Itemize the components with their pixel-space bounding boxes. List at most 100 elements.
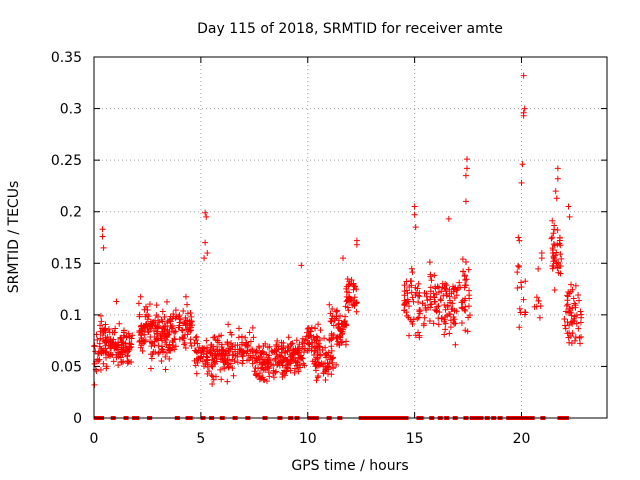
data-point [266, 352, 273, 359]
x-tick-label: 15 [406, 431, 424, 447]
data-point [415, 329, 422, 336]
data-point [416, 293, 423, 300]
data-point [155, 350, 162, 357]
data-point [561, 315, 568, 322]
data-point [100, 244, 107, 251]
data-point [408, 265, 415, 272]
y-tick-label: 0 [73, 411, 82, 427]
data-point [453, 292, 460, 299]
data-point [182, 314, 189, 321]
data-point [171, 329, 178, 336]
y-tick-label: 0.3 [60, 102, 82, 118]
data-point [550, 241, 557, 248]
data-point [568, 281, 575, 288]
data-point [176, 312, 183, 319]
data-point [179, 327, 186, 334]
data-point [274, 337, 281, 344]
data-point [247, 348, 254, 355]
data-point [315, 321, 322, 328]
data-point [200, 351, 207, 358]
data-point [456, 279, 463, 286]
data-point [350, 286, 357, 293]
data-point [145, 313, 152, 320]
data-point [430, 290, 437, 297]
data-point [407, 278, 414, 285]
data-point [328, 347, 335, 354]
data-point [567, 309, 574, 316]
data-point [183, 326, 190, 333]
data-point [416, 307, 423, 314]
data-point [167, 316, 174, 323]
data-point [414, 315, 421, 322]
data-point [514, 269, 521, 276]
y-tick-labels: 0 0.05 0.1 0.15 0.2 0.25 0.3 0.35 [51, 50, 82, 427]
y-tick-label: 0.25 [51, 153, 82, 169]
data-point [538, 255, 545, 262]
data-point [465, 303, 472, 310]
data-point [554, 175, 561, 182]
data-point [193, 333, 200, 340]
data-point [226, 363, 233, 370]
data-point [447, 311, 454, 318]
data-point [220, 358, 227, 365]
data-point [548, 235, 555, 242]
data-point [118, 339, 125, 346]
data-point [442, 326, 449, 333]
data-point [148, 343, 155, 350]
data-point [211, 355, 218, 362]
data-point [557, 270, 564, 277]
data-point [442, 306, 449, 313]
data-point [314, 354, 321, 361]
data-point [243, 339, 250, 346]
data-point [317, 327, 324, 334]
x-tick-label: 20 [513, 431, 531, 447]
data-point [169, 325, 176, 332]
data-point [302, 336, 309, 343]
data-point [103, 365, 110, 372]
data-point [128, 335, 135, 342]
data-point [426, 318, 433, 325]
data-point [118, 344, 125, 351]
data-point [549, 265, 556, 272]
data-point [339, 326, 346, 333]
data-point [340, 255, 347, 262]
data-point [569, 320, 576, 327]
data-point [536, 314, 543, 321]
data-point [572, 334, 579, 341]
data-point [426, 259, 433, 266]
data-point [409, 294, 416, 301]
data-point [550, 258, 557, 265]
data-point [253, 355, 260, 362]
data-point [313, 362, 320, 369]
data-point [569, 330, 576, 337]
data-point [158, 325, 165, 332]
data-point [117, 351, 124, 358]
data-point [166, 317, 173, 324]
data-point [335, 321, 342, 328]
data-point [401, 282, 408, 289]
data-point [117, 334, 124, 341]
data-point [351, 294, 358, 301]
data-point [411, 203, 418, 210]
data-point [552, 188, 559, 195]
data-point [262, 367, 269, 374]
data-point [326, 337, 333, 344]
data-point [120, 358, 127, 365]
data-point [155, 342, 162, 349]
data-point [312, 367, 319, 374]
data-point [569, 286, 576, 293]
data-point [323, 351, 330, 358]
data-point [514, 284, 521, 291]
data-point [463, 156, 470, 163]
data-point [91, 342, 98, 349]
data-point [155, 349, 162, 356]
y-tick-label: 0.2 [60, 205, 82, 221]
data-point [217, 366, 224, 373]
data-point [420, 322, 427, 329]
data-point [123, 334, 130, 341]
x-tick-labels: 0 5 10 15 20 [90, 431, 531, 447]
data-point [431, 294, 438, 301]
data-point [146, 338, 153, 345]
data-point [238, 341, 245, 348]
data-point [204, 354, 211, 361]
